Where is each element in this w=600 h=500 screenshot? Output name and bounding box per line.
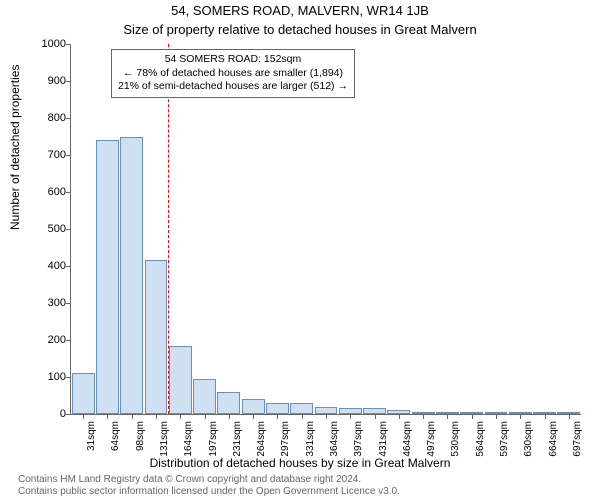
x-tick-label: 264sqm: [256, 421, 267, 457]
x-tick-mark: [205, 414, 206, 419]
x-tick-mark: [496, 414, 497, 419]
x-tick-mark: [277, 414, 278, 419]
x-tick-label: 597sqm: [499, 421, 510, 457]
y-axis-label: Number of detached properties: [8, 65, 22, 230]
x-tick-label: 564sqm: [475, 421, 486, 457]
x-tick-label: 664sqm: [548, 421, 559, 457]
x-tick-mark: [180, 414, 181, 419]
y-tick-mark: [66, 414, 71, 415]
y-tick-mark: [66, 155, 71, 156]
x-tick-label: 131sqm: [159, 421, 170, 457]
x-tick-mark: [447, 414, 448, 419]
footer-attribution: Contains HM Land Registry data © Crown c…: [18, 474, 400, 498]
histogram-bar: [120, 137, 143, 415]
x-tick-mark: [83, 414, 84, 419]
x-tick-label: 530sqm: [450, 421, 461, 457]
x-tick-label: 697sqm: [572, 421, 583, 457]
x-tick-mark: [326, 414, 327, 419]
histogram-bar: [169, 346, 192, 414]
x-tick-mark: [375, 414, 376, 419]
y-tick-label: 200: [26, 334, 66, 346]
y-tick-label: 700: [26, 149, 66, 161]
x-tick-mark: [569, 414, 570, 419]
x-tick-label: 397sqm: [353, 421, 364, 457]
x-tick-mark: [350, 414, 351, 419]
x-tick-label: 31sqm: [86, 421, 97, 451]
y-tick-label: 900: [26, 75, 66, 87]
histogram-bar: [217, 392, 240, 414]
y-tick-mark: [66, 266, 71, 267]
x-tick-mark: [472, 414, 473, 419]
histogram-bar: [72, 373, 95, 414]
x-tick-label: 231sqm: [232, 421, 243, 457]
x-tick-label: 364sqm: [329, 421, 340, 457]
footer-line-2: Contains public sector information licen…: [18, 486, 400, 498]
y-tick-mark: [66, 303, 71, 304]
page-title-address: 54, SOMERS ROAD, MALVERN, WR14 1JB: [0, 3, 600, 18]
y-tick-mark: [66, 44, 71, 45]
y-tick-label: 100: [26, 371, 66, 383]
y-tick-mark: [66, 229, 71, 230]
x-tick-label: 64sqm: [110, 421, 121, 451]
y-tick-mark: [66, 340, 71, 341]
y-tick-label: 600: [26, 186, 66, 198]
histogram-bar: [242, 399, 265, 414]
histogram-bar: [193, 379, 216, 414]
x-tick-mark: [399, 414, 400, 419]
y-tick-label: 400: [26, 260, 66, 272]
histogram-bar: [290, 403, 313, 414]
annotation-line: 21% of semi-detached houses are larger (…: [118, 80, 348, 94]
annotation-line: 54 SOMERS ROAD: 152sqm: [118, 53, 348, 67]
annotation-line: ← 78% of detached houses are smaller (1,…: [118, 67, 348, 81]
x-tick-label: 630sqm: [523, 421, 534, 457]
x-tick-label: 197sqm: [208, 421, 219, 457]
footer-line-1: Contains HM Land Registry data © Crown c…: [18, 474, 400, 486]
x-tick-mark: [132, 414, 133, 419]
y-tick-mark: [66, 192, 71, 193]
histogram-bar: [266, 403, 289, 414]
x-tick-mark: [156, 414, 157, 419]
x-tick-label: 331sqm: [305, 421, 316, 457]
x-tick-label: 98sqm: [135, 421, 146, 451]
x-tick-label: 497sqm: [426, 421, 437, 457]
y-tick-label: 1000: [26, 38, 66, 50]
y-tick-mark: [66, 81, 71, 82]
x-tick-mark: [229, 414, 230, 419]
y-tick-mark: [66, 377, 71, 378]
y-tick-label: 300: [26, 297, 66, 309]
property-marker-line: [168, 44, 170, 414]
x-tick-mark: [423, 414, 424, 419]
x-tick-label: 464sqm: [402, 421, 413, 457]
x-axis-label: Distribution of detached houses by size …: [0, 456, 600, 470]
histogram-bar: [145, 260, 168, 414]
y-tick-mark: [66, 118, 71, 119]
x-tick-mark: [253, 414, 254, 419]
x-tick-mark: [520, 414, 521, 419]
y-tick-label: 500: [26, 223, 66, 235]
x-tick-mark: [302, 414, 303, 419]
y-tick-label: 0: [26, 408, 66, 420]
annotation-box: 54 SOMERS ROAD: 152sqm← 78% of detached …: [111, 49, 355, 98]
x-tick-label: 431sqm: [378, 421, 389, 457]
histogram-bar: [96, 140, 119, 414]
histogram-bar: [315, 407, 338, 414]
y-tick-label: 800: [26, 112, 66, 124]
x-tick-mark: [545, 414, 546, 419]
page-subtitle: Size of property relative to detached ho…: [0, 22, 600, 37]
x-tick-label: 297sqm: [280, 421, 291, 457]
x-tick-label: 164sqm: [183, 421, 194, 457]
chart-plot-area: 54 SOMERS ROAD: 152sqm← 78% of detached …: [70, 44, 581, 415]
x-tick-mark: [107, 414, 108, 419]
